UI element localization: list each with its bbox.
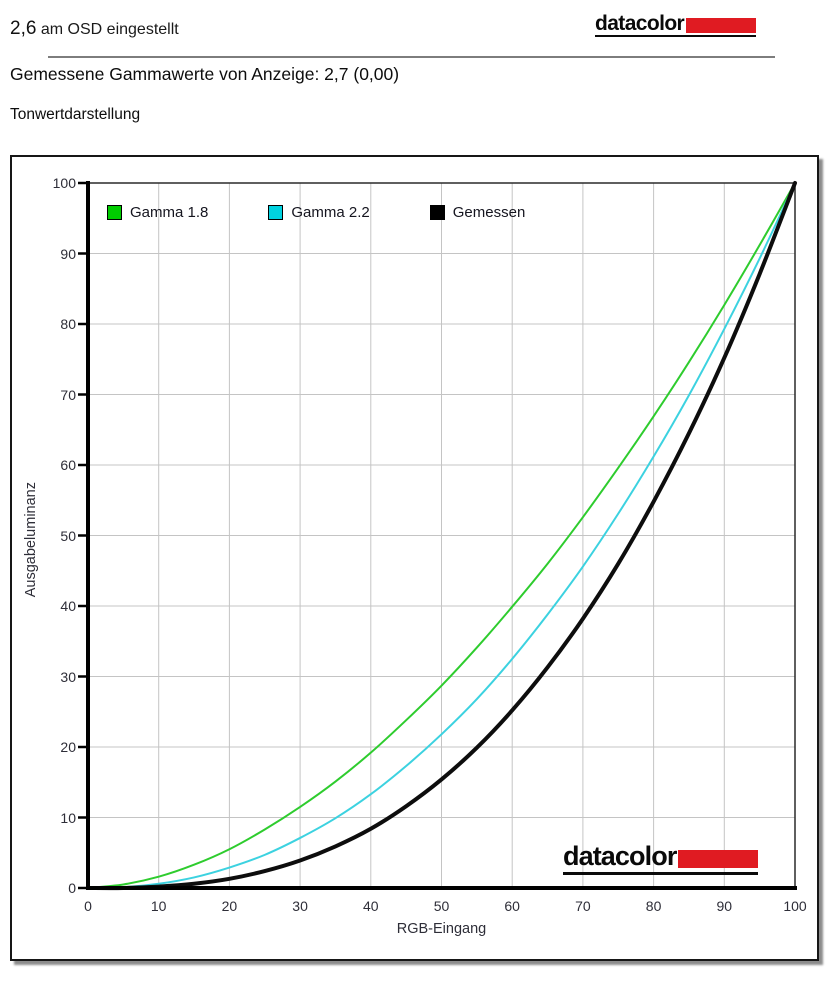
- y-tick-label: 70: [60, 386, 76, 403]
- legend-swatch: [107, 205, 122, 220]
- chart-legend: Gamma 1.8 Gamma 2.2 Gemessen: [107, 204, 585, 221]
- y-tick-label: 50: [60, 527, 76, 544]
- x-tick-label: 50: [433, 898, 450, 914]
- datacolor-logo-chart-redbar: [678, 850, 759, 868]
- x-tick-label: 60: [504, 898, 520, 914]
- legend-item-gamma-1-8: Gamma 1.8: [107, 204, 208, 221]
- osd-setting-line: 2,6 am OSD eingestellt: [10, 18, 179, 40]
- datacolor-logo-chart-text: datacolor: [563, 841, 677, 871]
- y-tick-label: 90: [60, 245, 76, 262]
- legend-label: Gamma 1.8: [130, 204, 209, 221]
- legend-swatch: [268, 205, 284, 220]
- datacolor-logo-text: datacolor: [595, 12, 685, 35]
- x-tick-label: 100: [783, 898, 807, 914]
- y-tick-label: 60: [60, 457, 76, 473]
- x-tick-label: 70: [575, 898, 591, 914]
- x-tick-label: 10: [150, 898, 167, 914]
- series-line-gamma-1-8: [87, 182, 796, 889]
- y-tick-label: 80: [60, 316, 76, 332]
- tonal-response-chart: Gamma 1.8 Gamma 2.2 Gemessen 0 10 20 30 40 50 60…: [10, 155, 819, 961]
- x-tick-label: 30: [292, 898, 308, 914]
- y-tick-label: 30: [60, 668, 76, 685]
- legend-item-gamma-2-2: Gamma 2.2: [268, 204, 370, 221]
- series-line-gemessen: [86, 181, 797, 891]
- header-separator-line: [48, 56, 775, 58]
- measured-gamma-line: Gemessene Gammawerte von Anzeige: 2,7 (0…: [10, 64, 400, 84]
- legend-swatch: [429, 205, 445, 220]
- osd-setting-text: am OSD eingestellt: [40, 21, 179, 38]
- x-tick-label: 20: [221, 898, 238, 914]
- datacolor-logo-chart: datacolor: [563, 841, 759, 875]
- y-axis-title-text: Ausgabeluminanz: [23, 482, 39, 598]
- datacolor-logo-redbar: [686, 18, 757, 33]
- y-tick-label: 100: [52, 175, 76, 191]
- x-axis-title: RGB-Eingang: [396, 921, 487, 937]
- y-axis-title: Ausgabeluminanz: [20, 435, 42, 645]
- series-line-gamma-2-2: [87, 182, 796, 889]
- x-tick-label: 80: [645, 898, 662, 914]
- osd-gamma-value: 2,6: [10, 18, 37, 39]
- legend-label: Gemessen: [452, 204, 526, 221]
- x-tick-label: 0: [84, 898, 92, 914]
- y-tick-label: 40: [60, 598, 76, 614]
- y-tick-label: 20: [60, 739, 76, 755]
- datacolor-logo: datacolor: [595, 12, 757, 37]
- y-tick-label: 0: [68, 880, 76, 896]
- legend-item-gemessen: Gemessen: [429, 204, 526, 221]
- x-tick-label: 90: [716, 898, 733, 914]
- chart-canvas: [78, 181, 797, 891]
- y-tick-label: 10: [60, 809, 76, 826]
- x-tick-label: 40: [363, 898, 379, 914]
- legend-label: Gamma 2.2: [291, 204, 370, 221]
- section-title: Tonwertdarstellung: [10, 106, 141, 123]
